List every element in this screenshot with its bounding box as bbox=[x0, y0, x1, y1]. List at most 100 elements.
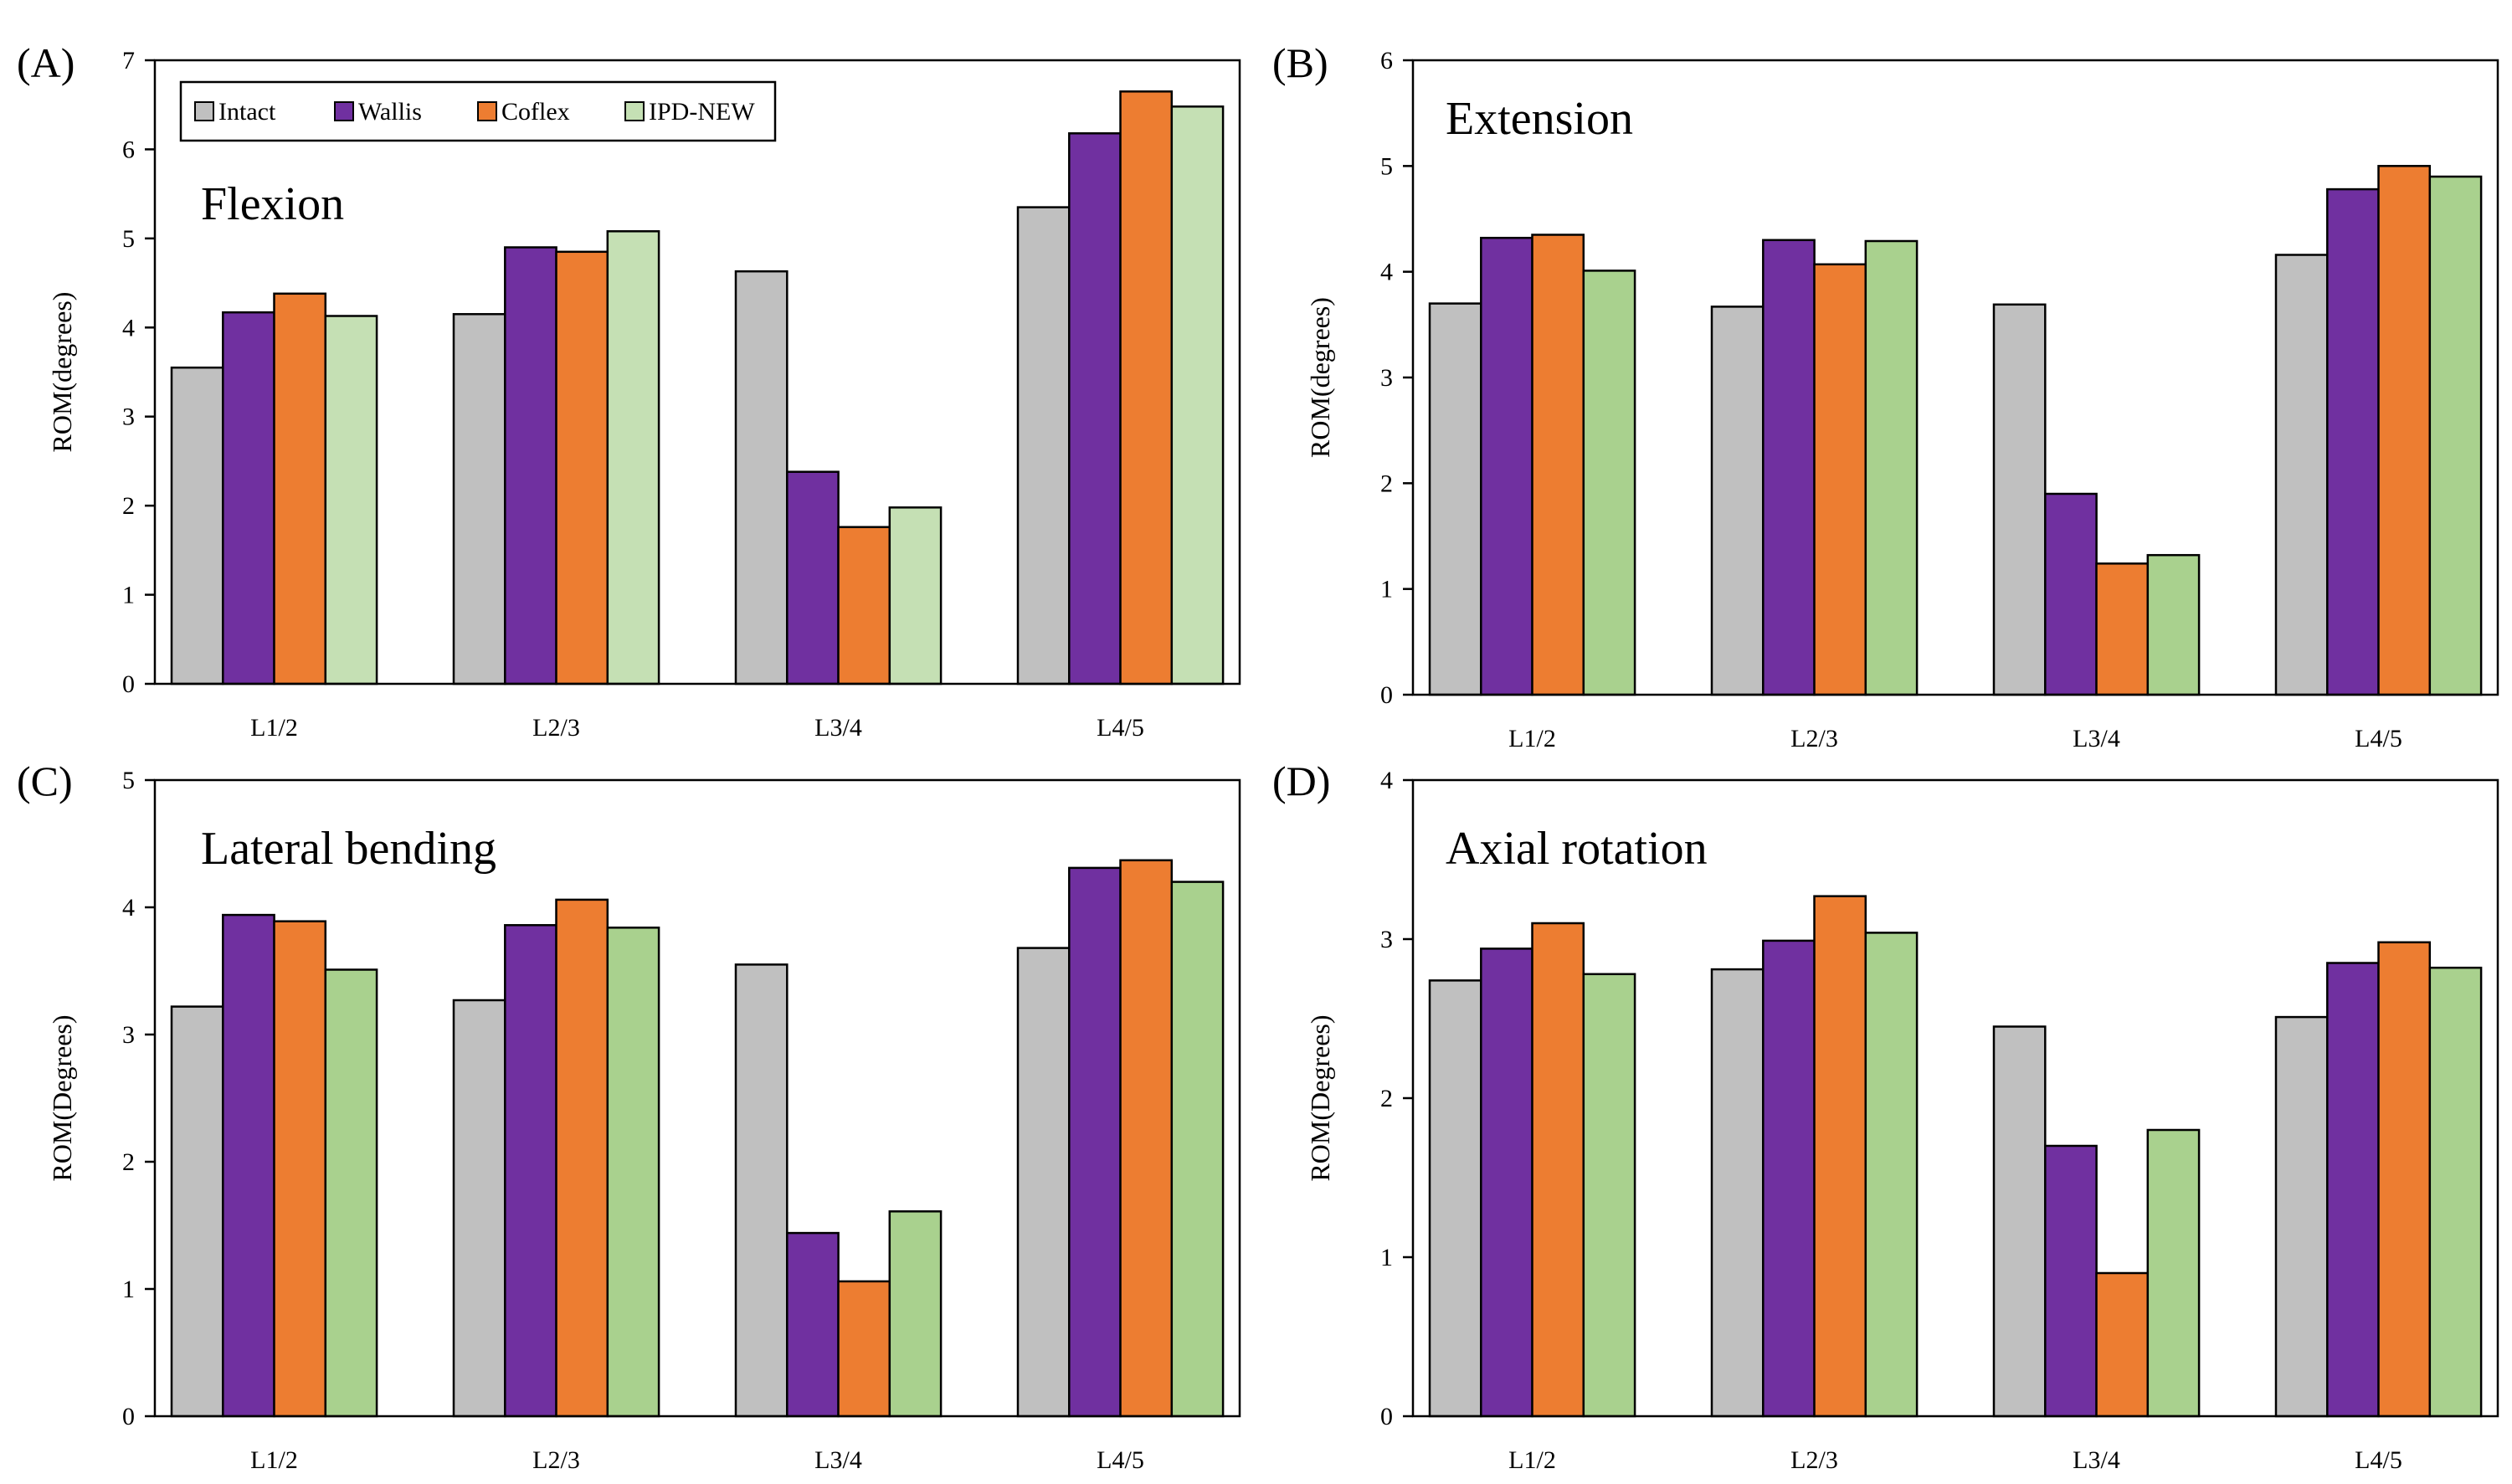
y-tick-label: 4 bbox=[1380, 767, 1393, 794]
bar-ipd-new-l2-3 bbox=[1864, 932, 1919, 1418]
x-tick-label: L1/2 bbox=[250, 1446, 298, 1474]
x-tick-label: L4/5 bbox=[2355, 1446, 2402, 1474]
x-tick-label: L3/4 bbox=[814, 1446, 862, 1474]
bar-coflex-l3-4 bbox=[837, 526, 891, 686]
bar-wallis-l3-4 bbox=[786, 1231, 840, 1418]
chart-title: Extension bbox=[1446, 93, 1633, 145]
legend-label: Intact bbox=[218, 98, 276, 126]
x-tick-label: L4/5 bbox=[2355, 725, 2402, 752]
bar-coflex-l4-5 bbox=[2377, 941, 2432, 1418]
x-tick-label: L2/3 bbox=[532, 1446, 580, 1474]
y-tick-label: 3 bbox=[122, 1021, 135, 1049]
bar-intact-l4-5 bbox=[2274, 254, 2329, 696]
x-tick-label: L2/3 bbox=[1790, 725, 1838, 752]
bar-ipd-new-l3-4 bbox=[2146, 1128, 2201, 1418]
legend-swatch-wallis bbox=[334, 101, 354, 121]
bar-wallis-l2-3 bbox=[504, 924, 557, 1418]
bar-wallis-l2-3 bbox=[504, 246, 557, 686]
y-axis-label: ROM(Degrees) bbox=[47, 1014, 77, 1181]
x-tick-label: L2/3 bbox=[1790, 1446, 1838, 1474]
bar-ipd-new-l1-2 bbox=[1582, 973, 1636, 1418]
bar-coflex-l1-2 bbox=[1531, 922, 1585, 1418]
chart-panel-4: (D) Axial rotation L1/2 L2/3 L3/4 L4/5 0 1 2 3 4 RO… bbox=[1272, 757, 2499, 1474]
bar-coflex-l1-2 bbox=[1531, 234, 1585, 696]
bar-coflex-l4-5 bbox=[1119, 90, 1174, 686]
bar-ipd-new-l1-2 bbox=[324, 315, 378, 686]
plot-frame bbox=[153, 59, 1241, 686]
bar-wallis-l2-3 bbox=[1762, 239, 1816, 696]
y-tick-label: 4 bbox=[122, 314, 135, 341]
chart-panel-2: (B) Extension L1/2 L2/3 L3/4 L4/5 0 1 2 3 4 5 6 ROM(d… bbox=[1272, 39, 2499, 752]
y-tick-label: 6 bbox=[122, 136, 135, 163]
x-tick-label: L3/4 bbox=[2073, 1446, 2120, 1474]
chart-panel-1: (A) Flexion L1/2 L2/3 L3/4 L4/5 0 1 2 3 4 5 6 7 ROM(de… bbox=[17, 39, 1241, 742]
bar-wallis-l4-5 bbox=[1068, 866, 1122, 1418]
bar-intact-l3-4 bbox=[734, 963, 789, 1418]
bar-intact-l2-3 bbox=[452, 999, 506, 1418]
y-tick-label: 3 bbox=[122, 403, 135, 431]
bar-ipd-new-l4-5 bbox=[2428, 175, 2483, 696]
bar-intact-l4-5 bbox=[2274, 1015, 2329, 1418]
bar-ipd-new-l4-5 bbox=[1170, 105, 1225, 686]
y-tick-label: 7 bbox=[122, 47, 135, 74]
bar-coflex-l2-3 bbox=[1813, 895, 1867, 1418]
chart-panel-3: (C) Lateral bending L1/2 L2/3 L3/4 L4/5 0 1 2 3 4 5… bbox=[17, 757, 1241, 1474]
panel-label: (D) bbox=[1272, 757, 1330, 804]
bar-ipd-new-l1-2 bbox=[1582, 270, 1636, 696]
y-tick-label: 6 bbox=[1380, 47, 1393, 74]
y-axis-label: ROM(degrees) bbox=[1305, 297, 1335, 458]
bar-wallis-l3-4 bbox=[2044, 1144, 2098, 1418]
bar-intact-l1-2 bbox=[170, 366, 224, 686]
panel-label: (B) bbox=[1272, 39, 1328, 86]
bar-wallis-l3-4 bbox=[2044, 492, 2098, 696]
y-tick-label: 0 bbox=[1380, 681, 1393, 709]
bar-coflex-l2-3 bbox=[555, 250, 609, 686]
y-tick-label: 5 bbox=[122, 767, 135, 794]
bar-wallis-l4-5 bbox=[1068, 132, 1122, 686]
bar-intact-l2-3 bbox=[452, 313, 506, 686]
bar-intact-l4-5 bbox=[1016, 206, 1071, 686]
y-tick-label: 2 bbox=[1380, 1085, 1393, 1112]
bar-intact-l2-3 bbox=[1710, 306, 1765, 696]
legend-label: IPD-NEW bbox=[649, 98, 755, 126]
panel-label: (C) bbox=[17, 757, 73, 804]
bar-ipd-new-l3-4 bbox=[888, 506, 943, 686]
bar-intact-l1-2 bbox=[170, 1005, 224, 1418]
bar-intact-l3-4 bbox=[1992, 303, 2047, 696]
y-tick-label: 1 bbox=[122, 582, 135, 609]
bar-wallis-l2-3 bbox=[1762, 939, 1816, 1418]
y-tick-label: 1 bbox=[122, 1276, 135, 1303]
x-tick-label: L1/2 bbox=[1508, 725, 1556, 752]
bar-coflex-l4-5 bbox=[2377, 165, 2432, 696]
y-tick-label: 1 bbox=[1380, 1244, 1393, 1271]
chart-title: Lateral bending bbox=[201, 823, 496, 875]
bar-ipd-new-l3-4 bbox=[2146, 553, 2201, 696]
bar-coflex-l3-4 bbox=[2095, 562, 2150, 696]
bar-intact-l1-2 bbox=[1428, 302, 1482, 696]
y-tick-label: 4 bbox=[1380, 259, 1393, 286]
bar-intact-l1-2 bbox=[1428, 979, 1482, 1418]
bar-coflex-l1-2 bbox=[273, 292, 327, 686]
legend: Intact Wallis Coflex IPD-NEW bbox=[179, 80, 777, 142]
plot-frame bbox=[153, 778, 1241, 1418]
bar-wallis-l3-4 bbox=[786, 470, 840, 686]
y-axis-label: ROM(degrees) bbox=[47, 292, 77, 453]
bar-coflex-l2-3 bbox=[1813, 263, 1867, 696]
y-tick-label: 5 bbox=[1380, 152, 1393, 180]
bar-coflex-l3-4 bbox=[837, 1280, 891, 1418]
panel-label: (A) bbox=[17, 39, 74, 86]
chart-title: Flexion bbox=[201, 178, 344, 230]
bar-intact-l4-5 bbox=[1016, 947, 1071, 1418]
bar-wallis-l1-2 bbox=[1480, 236, 1533, 696]
y-tick-label: 4 bbox=[122, 894, 135, 922]
bar-intact-l3-4 bbox=[734, 270, 789, 686]
bar-coflex-l2-3 bbox=[555, 898, 609, 1418]
x-tick-label: L1/2 bbox=[250, 714, 298, 742]
legend-swatch-coflex bbox=[477, 101, 497, 121]
y-tick-label: 2 bbox=[122, 1148, 135, 1176]
y-axis-label: ROM(Degrees) bbox=[1305, 1014, 1335, 1181]
bar-ipd-new-l3-4 bbox=[888, 1210, 943, 1418]
legend-swatch-intact bbox=[194, 101, 214, 121]
bar-wallis-l1-2 bbox=[222, 913, 275, 1418]
